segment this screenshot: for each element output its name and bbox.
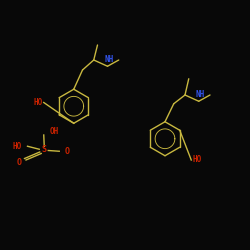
- Text: O: O: [64, 147, 70, 156]
- Text: HO: HO: [192, 156, 202, 164]
- Text: O: O: [17, 158, 22, 167]
- Text: OH: OH: [49, 127, 58, 136]
- Text: NH: NH: [196, 90, 204, 99]
- Text: S: S: [41, 146, 46, 154]
- Text: HO: HO: [12, 142, 22, 151]
- Text: NH: NH: [104, 55, 114, 64]
- Text: HO: HO: [33, 98, 42, 107]
